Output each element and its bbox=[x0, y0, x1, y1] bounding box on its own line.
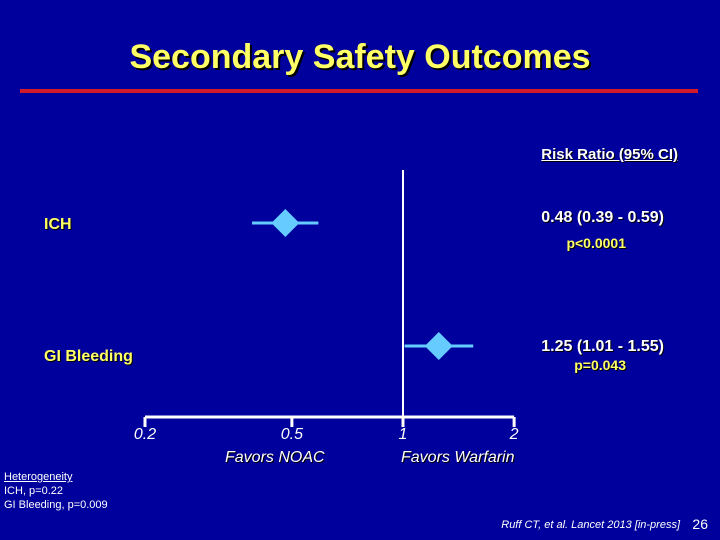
slide-title: Secondary Safety Outcomes bbox=[129, 38, 591, 76]
citation: Ruff CT, et al. Lancet 2013 [in-press] bbox=[501, 519, 680, 531]
estimate-ich: 0.48 (0.39 - 0.59) bbox=[541, 209, 664, 226]
page-number: 26 bbox=[692, 516, 708, 532]
heterogeneity-heading: Heterogeneity bbox=[4, 471, 73, 483]
x-tick-label-1: 0.5 bbox=[281, 426, 303, 443]
pvalue-gi-bleeding: p=0.043 bbox=[574, 357, 626, 373]
heterogeneity-ich: ICH, p=0.22 bbox=[4, 485, 64, 497]
heterogeneity-gi: GI Bleeding, p=0.009 bbox=[4, 499, 108, 511]
heterogeneity-note: Heterogeneity ICH, p=0.22 GI Bleeding, p… bbox=[4, 470, 108, 512]
point-estimate-marker-0 bbox=[271, 209, 300, 237]
x-tick-label-0: 0.2 bbox=[134, 426, 156, 443]
estimate-gi-bleeding: 1.25 (1.01 - 1.55) bbox=[541, 338, 664, 355]
x-tick-label-2: 1 bbox=[399, 426, 408, 443]
point-estimate-marker-1 bbox=[424, 332, 453, 360]
favors-noac-label: Favors NOAC bbox=[225, 449, 325, 466]
title-divider bbox=[20, 89, 698, 93]
favors-warfarin-label: Favors Warfarin bbox=[401, 449, 515, 466]
row-label-ich: ICH bbox=[44, 216, 72, 233]
pvalue-ich: p<0.0001 bbox=[566, 235, 626, 251]
column-header: Risk Ratio (95% CI) bbox=[541, 146, 678, 163]
row-label-gi-bleeding: GI Bleeding bbox=[44, 348, 133, 365]
x-tick-label-3: 2 bbox=[509, 426, 519, 443]
